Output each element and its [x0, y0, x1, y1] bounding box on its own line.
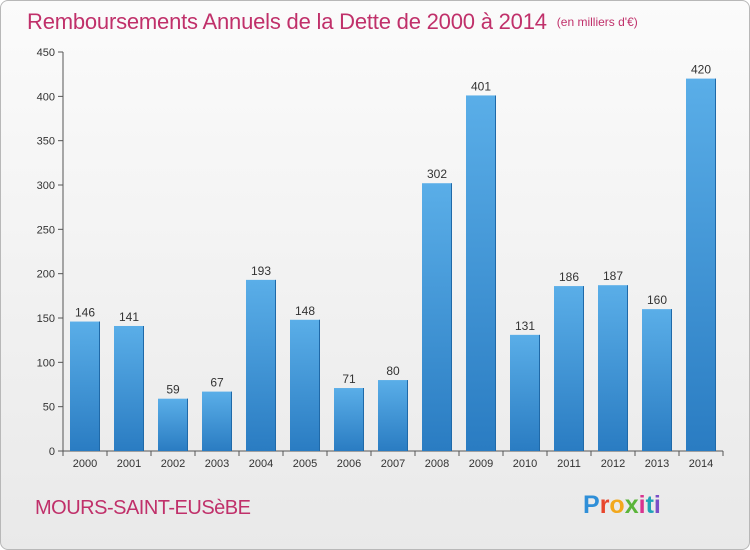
chart-bars: [70, 78, 716, 452]
chart-title: Remboursements Annuels de la Dette de 20…: [27, 9, 547, 34]
bar-2013: [642, 309, 672, 451]
x-tick-label: 2003: [205, 458, 229, 470]
x-tick-label: 2005: [293, 458, 317, 470]
x-tick-label: 2001: [117, 458, 141, 470]
logo-letter: P: [583, 491, 600, 519]
bar-2000: [70, 321, 100, 451]
bar-2010: [510, 334, 540, 451]
data-label-2008: 302: [427, 167, 447, 181]
y-tick-label: 350: [37, 136, 55, 148]
bar-2012: [598, 285, 628, 451]
y-tick-label: 450: [37, 47, 55, 59]
y-tick-label: 200: [37, 269, 55, 281]
bar-2001: [114, 325, 144, 451]
data-label-2006: 71: [342, 372, 356, 386]
bar-2008: [422, 183, 452, 451]
chart-axes: 0 50 100 150 200 250 300 350 400 450 2000 2001 2002 2…: [37, 47, 724, 470]
bar-2005: [290, 319, 320, 451]
bar-2004: [246, 279, 276, 451]
y-tick-label: 250: [37, 224, 55, 236]
x-tick-label: 2002: [161, 458, 185, 470]
logo-letter: i: [638, 491, 646, 519]
bar-2007: [378, 380, 408, 451]
x-tick-label: 2006: [337, 458, 361, 470]
logo-letter: o: [609, 491, 625, 519]
y-tick-label: 50: [43, 402, 55, 414]
commune-name: MOURS-SAINT-EUSèBE: [35, 497, 251, 519]
data-label-2014: 420: [691, 63, 711, 77]
x-tick-label: 2011: [557, 458, 581, 470]
x-tick-label: 2012: [601, 458, 625, 470]
data-label-2011: 186: [559, 270, 579, 284]
proxiti-logo: Proxiti: [583, 491, 661, 520]
x-tick-label: 2014: [689, 458, 713, 470]
chart-data-labels: 146 141 59 67 193 148 71 80 302 401 131 186 187 160 42…: [75, 63, 711, 397]
y-tick-label: 300: [37, 180, 55, 192]
bar-2009: [466, 95, 496, 452]
x-tick-label: 2007: [381, 458, 405, 470]
data-label-2010: 131: [515, 319, 535, 333]
data-label-2012: 187: [603, 269, 623, 283]
data-label-2005: 148: [295, 304, 315, 318]
logo-letter: x: [624, 491, 639, 519]
data-label-2013: 160: [647, 293, 667, 307]
data-label-2002: 59: [166, 383, 180, 397]
logo-letter: t: [645, 491, 654, 519]
x-tick-label: 2000: [73, 458, 97, 470]
bar-2002: [158, 398, 188, 451]
data-label-2003: 67: [210, 376, 224, 390]
logo-letter: r: [599, 491, 610, 519]
data-label-2009: 401: [471, 79, 491, 93]
data-label-2004: 193: [251, 264, 271, 278]
bar-2003: [202, 391, 232, 451]
y-tick-label: 100: [37, 357, 55, 369]
y-tick-label: 150: [37, 313, 55, 325]
y-tick-label: 400: [37, 91, 55, 103]
x-tick-label: 2008: [425, 458, 449, 470]
x-tick-label: 2013: [645, 458, 669, 470]
x-tick-label: 2009: [469, 458, 493, 470]
bar-2014: [686, 78, 716, 451]
data-label-2000: 146: [75, 306, 95, 320]
x-tick-label: 2004: [249, 458, 273, 470]
chart-title-block: Remboursements Annuels de la Dette de 20…: [27, 9, 638, 35]
y-tick-label: 0: [49, 446, 55, 458]
x-tick-label: 2010: [513, 458, 537, 470]
bar-2006: [334, 388, 364, 451]
data-label-2001: 141: [119, 310, 139, 324]
bar-2011: [554, 286, 584, 451]
logo-letter: i: [653, 491, 661, 519]
data-label-2007: 80: [386, 364, 400, 378]
chart-unit-note: (en milliers d'€): [556, 15, 638, 29]
